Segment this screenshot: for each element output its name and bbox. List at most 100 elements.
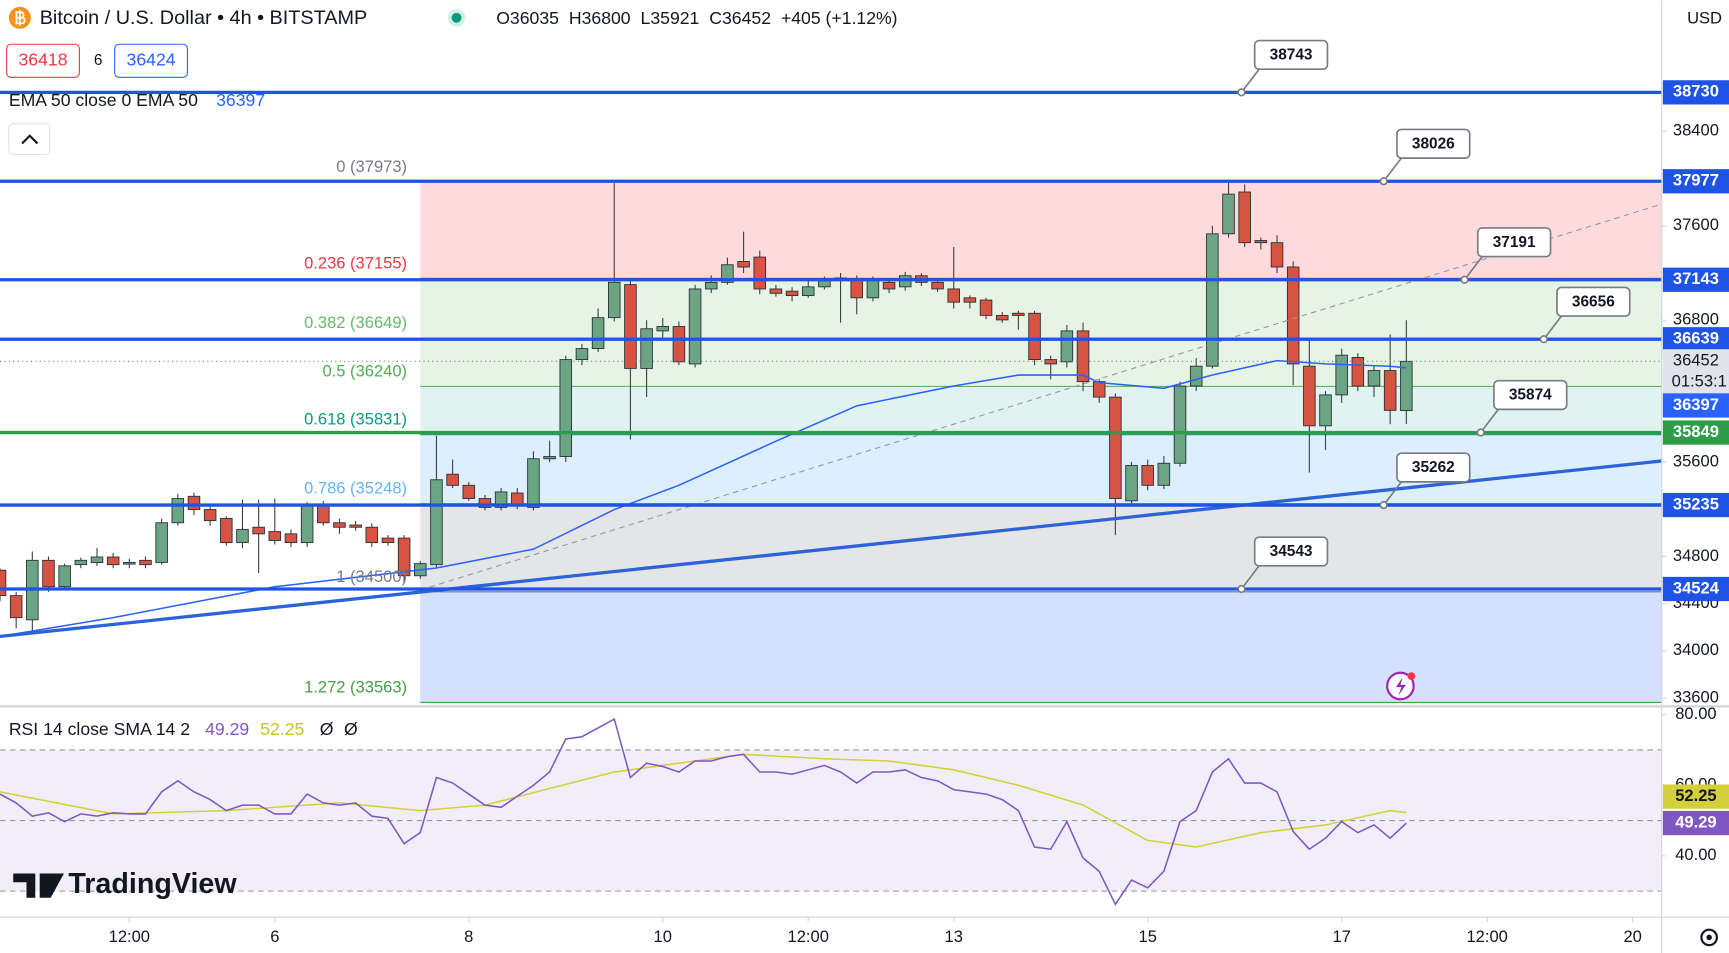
ohlc-values: O36035 H36800 L35921 C36452 +405 (+1.12%) <box>496 8 897 28</box>
callout-pointer <box>1240 565 1260 590</box>
ema-line <box>0 359 1407 638</box>
x-tick-label: 17 <box>1332 927 1350 946</box>
spread: 6 <box>94 52 103 69</box>
candle-body <box>0 569 7 597</box>
candle-body <box>236 528 249 544</box>
candle-body <box>1076 330 1090 383</box>
symbol-icon-glyph <box>15 10 26 26</box>
candle-body <box>624 284 637 369</box>
candle-body <box>1351 357 1365 387</box>
callout-pointer <box>1383 157 1403 182</box>
rsi-sma-tag-label: 52.25 <box>1675 786 1716 805</box>
fib-zone <box>420 386 1662 435</box>
candle-body <box>1157 462 1171 486</box>
rsi-flag: Ø <box>344 719 358 739</box>
candle-body <box>365 526 379 544</box>
y-tick-label: 35600 <box>1673 451 1719 470</box>
candle-body <box>1060 330 1074 363</box>
candle-body <box>591 317 605 350</box>
rsi-sma-legend-value: 52.25 <box>260 719 304 739</box>
candle-body <box>737 261 750 268</box>
y-tick-label: 80.00 <box>1675 704 1716 723</box>
callout-pointer <box>1383 481 1403 506</box>
candle-body <box>478 498 492 508</box>
callout-box <box>1253 39 1329 71</box>
collapse-button[interactable] <box>8 123 51 156</box>
candle-body <box>801 286 815 297</box>
price-line-tag-label: 36639 <box>1673 329 1719 348</box>
candle-body <box>753 256 767 290</box>
fib-label: 0.382 (36649) <box>304 313 407 332</box>
candle-body <box>947 288 960 303</box>
price-line-tag <box>1662 492 1729 518</box>
candle-body <box>494 491 508 508</box>
bid-price[interactable]: 36418 <box>18 49 67 69</box>
candle-body <box>1383 370 1397 411</box>
candle-body <box>123 561 136 565</box>
candle-body <box>575 348 589 361</box>
open-value: O36035 <box>496 8 559 28</box>
x-tick-label: 15 <box>1139 927 1157 946</box>
candle-body <box>527 458 540 508</box>
y-tick-label: 34800 <box>1673 546 1719 565</box>
candle-body <box>882 281 896 290</box>
callout-box <box>1493 379 1568 411</box>
rsi-sma-line <box>0 753 1407 848</box>
fib-zones <box>420 181 1662 704</box>
callout-pointer <box>1463 256 1483 281</box>
brand-logo <box>13 873 64 898</box>
candle-body <box>1303 365 1316 427</box>
rsi-tag-label: 49.29 <box>1675 812 1716 831</box>
ema-tag <box>1662 393 1729 418</box>
fib-zone <box>420 181 1662 279</box>
price-line-tag <box>1662 576 1729 602</box>
x-tick-label: 13 <box>945 927 963 946</box>
price-line-tag-label: 38730 <box>1673 82 1719 101</box>
callout-text: 35874 <box>1509 387 1552 404</box>
fib-zone <box>420 278 1662 339</box>
high-value: H36800 <box>569 8 631 28</box>
time-axis-bg <box>0 917 1662 953</box>
candle-body <box>106 556 120 566</box>
candle-body <box>430 479 443 566</box>
status-dot <box>451 12 462 23</box>
ema-legend-value: 36397 <box>216 90 265 110</box>
candle-body <box>58 565 71 588</box>
callout-pointer <box>1240 68 1260 93</box>
callout-box <box>1253 536 1329 567</box>
candle-body <box>187 495 201 510</box>
alert-badge <box>1407 672 1416 680</box>
candle-body <box>42 559 55 588</box>
candle-body <box>1189 365 1203 387</box>
ema-tag-label: 36397 <box>1673 395 1719 414</box>
candle-body <box>1222 193 1235 235</box>
x-tick-label: 20 <box>1623 927 1641 946</box>
ask-price[interactable]: 36424 <box>127 49 176 69</box>
current-price-tag <box>1662 349 1729 394</box>
candle-body <box>349 524 362 528</box>
y-tick-label: 34000 <box>1673 640 1719 659</box>
trendline <box>0 459 1662 639</box>
callout-box <box>1396 452 1471 483</box>
candle-body <box>462 484 476 499</box>
candle-body <box>1173 385 1187 464</box>
drawings <box>0 90 1662 639</box>
candle-body <box>252 526 265 535</box>
candle-body <box>1400 360 1413 412</box>
change-value: +405 (+1.12%) <box>781 8 898 28</box>
candle-body <box>446 473 459 486</box>
settings-icon[interactable] <box>1700 928 1718 947</box>
candle-body <box>931 281 944 290</box>
candle-body <box>220 517 233 544</box>
sell-button[interactable] <box>6 43 80 78</box>
brand-name: TradingView <box>68 868 237 900</box>
alert-icon-bolt <box>1395 677 1406 696</box>
callout-pointer <box>1480 408 1499 434</box>
x-tick-label: 12:00 <box>1466 927 1507 946</box>
price-line-tag-label: 34524 <box>1673 578 1720 597</box>
buy-button[interactable] <box>114 43 189 78</box>
candle-body <box>511 492 524 506</box>
candle-body <box>1028 312 1041 361</box>
